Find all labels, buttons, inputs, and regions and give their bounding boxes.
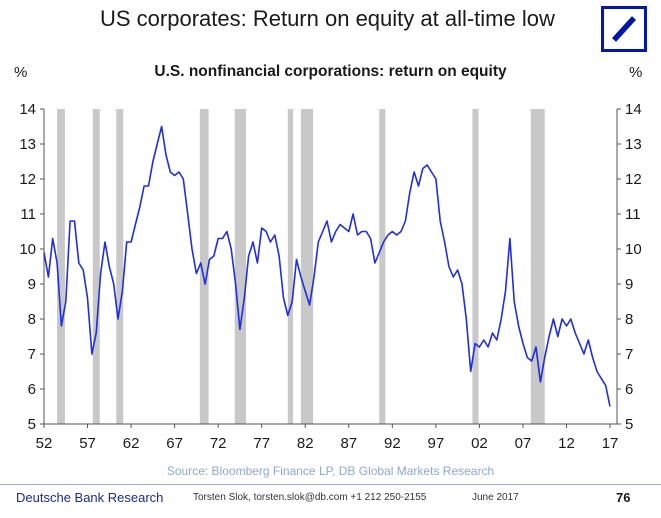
x-tick-label: 02 (471, 435, 488, 452)
recession-band-6 (287, 109, 294, 424)
x-tick-label: 72 (210, 435, 227, 452)
recession-band-9 (472, 109, 479, 424)
y-tick-label-right: 13 (625, 136, 642, 153)
y-tick-label-left: 8 (28, 311, 36, 328)
series-group (43, 125, 611, 407)
chart-axes (40, 108, 621, 428)
x-tick-label: 67 (166, 435, 183, 452)
footer-divider (0, 484, 661, 485)
y-tick-label-left: 6 (28, 381, 36, 398)
x-tick-label: 82 (297, 435, 314, 452)
y-tick-label-right: 6 (625, 381, 633, 398)
deutsche-bank-logo-icon (601, 6, 647, 52)
recession-band-10 (530, 109, 545, 424)
y-tick-label-left: 11 (20, 206, 36, 223)
y-tick-label-left: 5 (28, 416, 36, 433)
y-tick-label-right: 8 (625, 311, 633, 328)
recession-bands (57, 109, 545, 424)
x-tick-label: 17 (602, 435, 619, 452)
x-tick-label: 57 (79, 435, 96, 452)
x-tick-label: 52 (36, 435, 53, 452)
series-line-roe (43, 125, 611, 407)
y-tick-label-right: 12 (625, 171, 642, 188)
x-tick-label: 77 (253, 435, 270, 452)
y-tick-labels-right: 5 6 7 8 9 10 11 12 13 14 (625, 101, 642, 433)
y-tick-label-left: 13 (19, 136, 36, 153)
recession-band-1 (57, 109, 65, 424)
footer-brand: Deutsche Bank Research (16, 490, 164, 505)
x-tick-label: 07 (515, 435, 532, 452)
chart-subtitle: U.S. nonfinancial corporations: return o… (154, 63, 507, 80)
recession-band-8 (379, 109, 386, 424)
page-title: US corporates: Return on equity at all-t… (100, 6, 555, 31)
recession-band-4 (199, 109, 209, 424)
y-tick-label-left: 9 (28, 276, 36, 293)
source-note: Source: Bloomberg Finance LP, DB Global … (166, 464, 495, 478)
recession-band-2 (92, 109, 100, 424)
page-number: 76 (616, 490, 631, 505)
y-tick-label-left: 7 (28, 346, 36, 363)
recession-band-3 (116, 109, 124, 424)
y-tick-labels-left: 5 6 7 8 9 10 11 12 13 14 (19, 101, 36, 433)
x-tick-label: 62 (123, 435, 140, 452)
y-tick-label-right: 5 (625, 416, 633, 433)
footer-date: June 2017 (472, 492, 519, 503)
y-tick-label-right: 11 (625, 206, 641, 223)
y-tick-label-left: 12 (19, 171, 36, 188)
y-axis-unit-left: % (14, 64, 28, 81)
x-tick-labels: 52 57 62 67 72 77 82 87 92 97 02 07 12 17 (36, 435, 619, 452)
recession-band-5 (234, 109, 247, 424)
x-tick-label: 97 (428, 435, 445, 452)
y-tick-label-right: 10 (625, 241, 642, 258)
y-tick-label-right: 14 (625, 101, 642, 118)
y-tick-label-right: 9 (625, 276, 633, 293)
x-tick-label: 12 (558, 435, 575, 452)
x-tick-label: 92 (384, 435, 401, 452)
x-tick-label: 87 (340, 435, 357, 452)
y-tick-label-left: 10 (19, 241, 36, 258)
recession-band-7 (300, 109, 314, 424)
y-axis-unit-right: % (629, 64, 643, 81)
footer-author: Torsten Slok, torsten.slok@db.com +1 212… (193, 492, 427, 503)
y-tick-label-right: 7 (625, 346, 633, 363)
y-tick-label-left: 14 (19, 101, 36, 118)
